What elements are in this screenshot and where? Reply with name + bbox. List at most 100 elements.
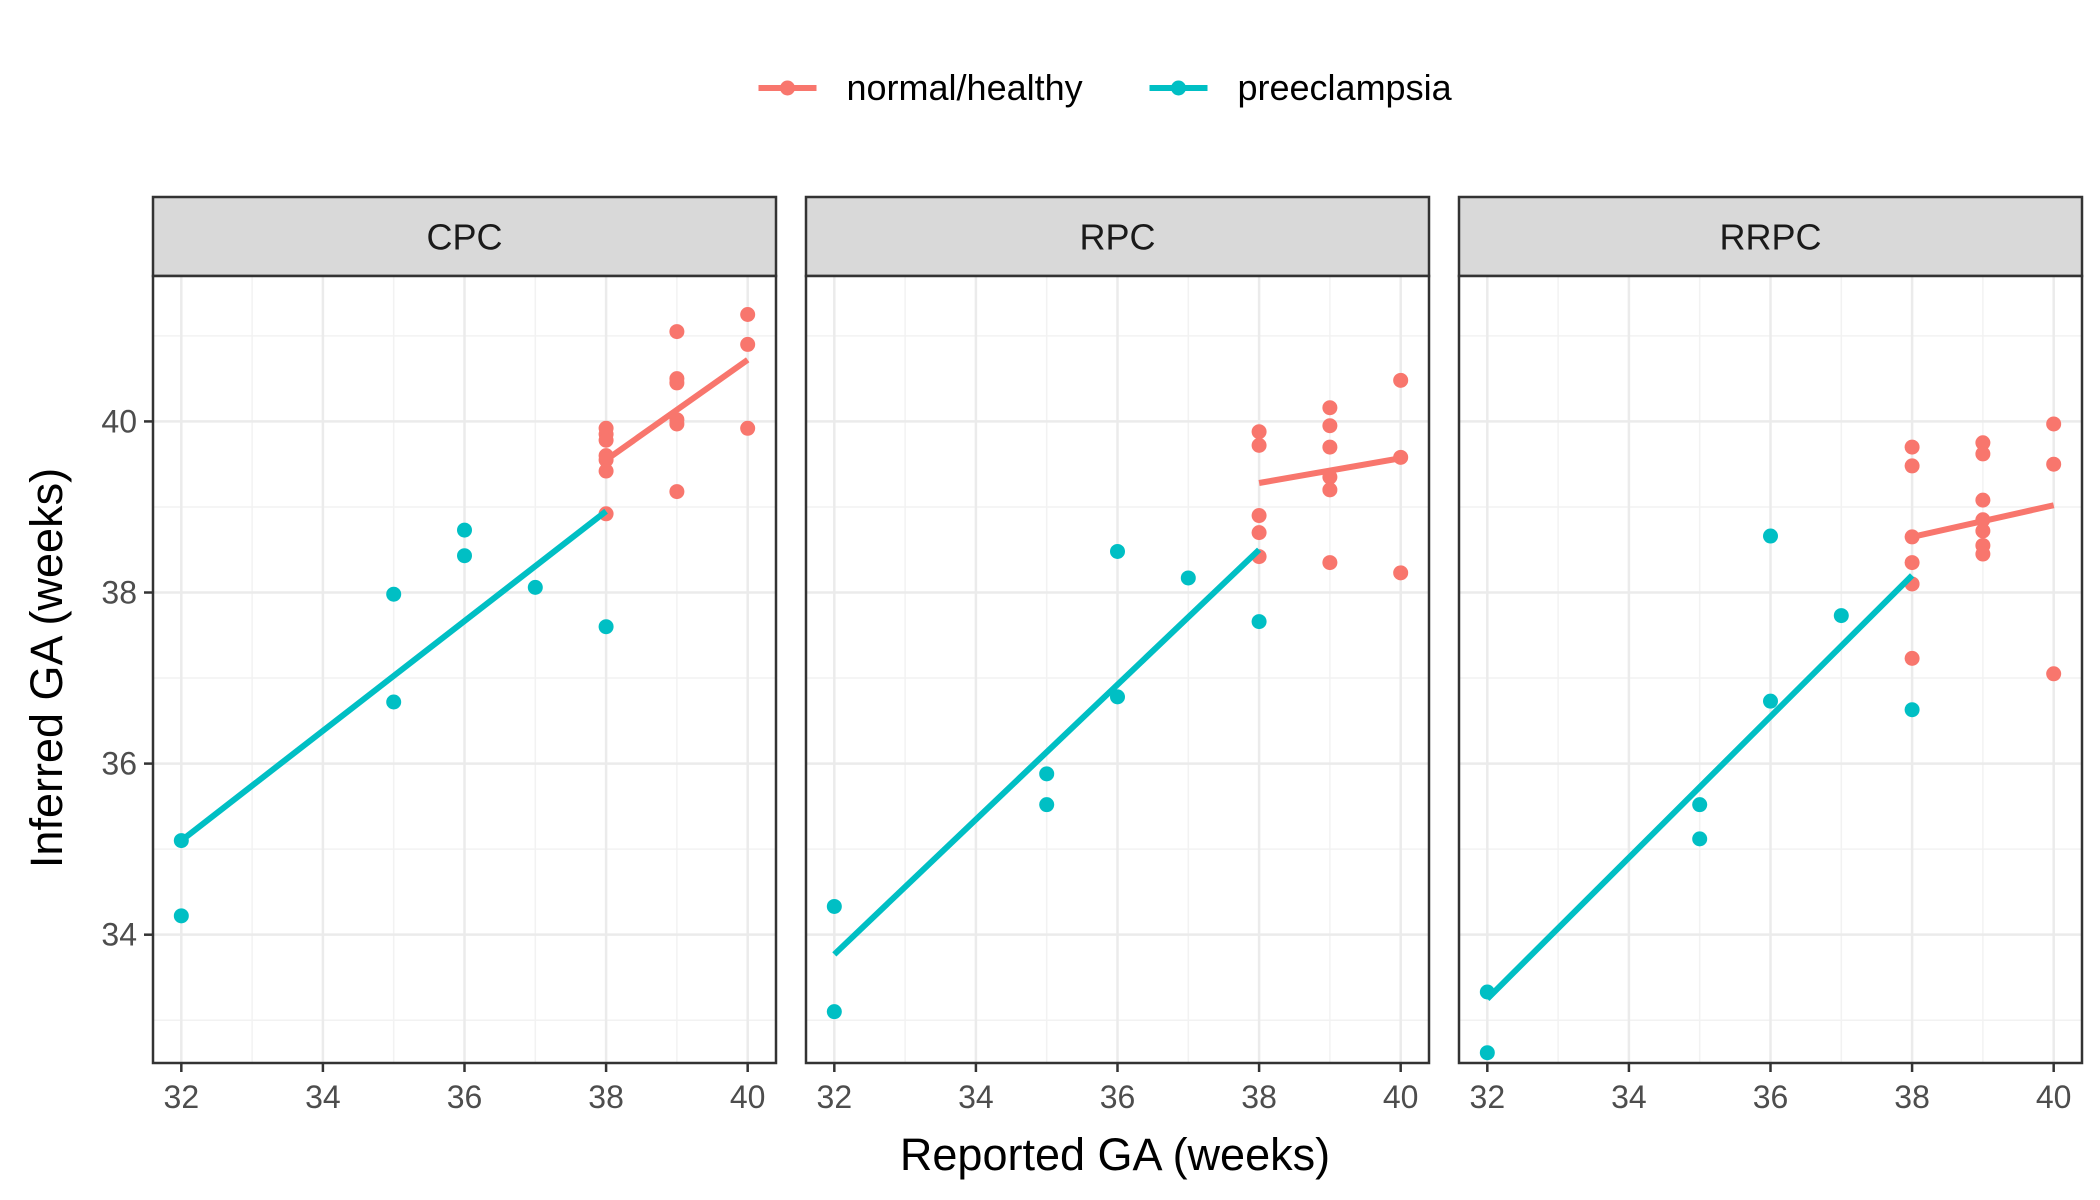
data-point bbox=[386, 586, 402, 602]
legend-item-preeclampsia: preeclampsia bbox=[1149, 67, 1453, 108]
data-point bbox=[826, 898, 842, 914]
panel-strip-label: RPC bbox=[1079, 217, 1155, 258]
data-point bbox=[669, 416, 685, 432]
data-point bbox=[1763, 693, 1778, 709]
data-point bbox=[527, 579, 543, 595]
data-point bbox=[1251, 525, 1267, 541]
panel-strip-label: RRPC bbox=[1719, 217, 1821, 258]
x-tick-label: 40 bbox=[2036, 1079, 2072, 1115]
chart-panels: CPC 32 34 36 38 40 34 36 38 40 RPC 32 34 36 38 40 RRPC 32… bbox=[101, 195, 2084, 1115]
x-tick-label: 40 bbox=[730, 1079, 766, 1115]
data-point bbox=[669, 375, 685, 391]
data-point bbox=[669, 324, 685, 340]
data-point bbox=[173, 908, 189, 924]
data-point bbox=[740, 306, 756, 322]
data-point bbox=[1251, 437, 1267, 453]
data-point bbox=[826, 1004, 842, 1020]
x-tick-label: 32 bbox=[164, 1079, 200, 1115]
y-tick-label: 36 bbox=[101, 746, 137, 782]
x-tick-label: 32 bbox=[817, 1079, 853, 1115]
data-point bbox=[1322, 418, 1338, 434]
data-point bbox=[598, 432, 614, 448]
fit-line bbox=[604, 357, 750, 463]
x-tick-label: 38 bbox=[1241, 1079, 1277, 1115]
series-preeclampsia bbox=[826, 543, 1267, 1020]
fit-line bbox=[179, 508, 608, 843]
y-tick-label: 38 bbox=[101, 575, 137, 611]
data-point bbox=[1110, 543, 1125, 559]
data-point bbox=[1904, 555, 1920, 571]
data-point bbox=[1904, 529, 1920, 545]
series-normal-healthy bbox=[598, 306, 756, 522]
data-point bbox=[1251, 424, 1267, 440]
data-point bbox=[2046, 666, 2062, 682]
x-tick-label: 34 bbox=[1611, 1079, 1647, 1115]
data-point bbox=[1975, 492, 1991, 508]
data-point bbox=[1904, 439, 1920, 455]
legend-key-point bbox=[780, 80, 795, 96]
data-point bbox=[173, 833, 189, 849]
data-point bbox=[2046, 456, 2062, 472]
data-point bbox=[1763, 528, 1778, 544]
series-normal-healthy bbox=[1251, 372, 1409, 581]
legend-key-point bbox=[1171, 80, 1186, 96]
data-point bbox=[2046, 416, 2062, 432]
legend: normal/healthy preeclampsia bbox=[758, 67, 1453, 108]
data-point bbox=[1904, 650, 1920, 666]
panel-rpc: RPC 32 34 36 38 40 bbox=[804, 195, 1431, 1115]
legend-item-normal-healthy: normal/healthy bbox=[758, 67, 1083, 108]
data-point bbox=[1975, 446, 1991, 462]
x-tick-label: 36 bbox=[447, 1079, 483, 1115]
x-tick-label: 38 bbox=[1894, 1079, 1930, 1115]
data-point bbox=[1251, 508, 1267, 524]
series-normal-healthy bbox=[1904, 416, 2062, 682]
panel-strip bbox=[804, 195, 1431, 278]
data-point bbox=[740, 336, 756, 352]
data-point bbox=[598, 463, 614, 479]
data-point bbox=[598, 619, 614, 635]
y-tick-label: 40 bbox=[101, 403, 137, 439]
data-point bbox=[1322, 482, 1338, 498]
data-point bbox=[1479, 1045, 1495, 1061]
x-tick-label: 34 bbox=[305, 1079, 341, 1115]
data-point bbox=[1975, 523, 1991, 539]
panel-strip bbox=[1457, 195, 2084, 278]
data-point bbox=[1975, 512, 1991, 528]
data-point bbox=[1975, 546, 1991, 562]
legend-label: preeclampsia bbox=[1238, 67, 1453, 108]
data-point bbox=[1322, 439, 1338, 455]
data-point bbox=[1692, 831, 1708, 847]
data-point bbox=[1251, 614, 1267, 630]
data-point bbox=[386, 694, 402, 710]
data-point bbox=[1039, 766, 1055, 782]
data-point bbox=[1393, 565, 1409, 581]
series-preeclampsia bbox=[1479, 528, 1920, 1061]
x-axis-title: Reported GA (weeks) bbox=[900, 1129, 1330, 1180]
data-point bbox=[1479, 984, 1495, 1000]
data-point bbox=[1393, 372, 1409, 388]
data-point bbox=[457, 522, 472, 538]
data-point bbox=[1110, 689, 1125, 705]
x-tick-label: 32 bbox=[1470, 1079, 1506, 1115]
data-point bbox=[1692, 797, 1708, 813]
x-tick-label: 36 bbox=[1100, 1079, 1136, 1115]
data-point bbox=[1180, 570, 1196, 586]
fit-line bbox=[832, 547, 1262, 957]
y-axis-title: Inferred GA (weeks) bbox=[21, 468, 72, 868]
data-point bbox=[598, 452, 614, 468]
x-tick-label: 40 bbox=[1383, 1079, 1419, 1115]
data-point bbox=[1322, 400, 1338, 416]
panel-strip-label: CPC bbox=[426, 217, 502, 258]
data-point bbox=[1904, 458, 1920, 474]
x-tick-label: 38 bbox=[588, 1079, 624, 1115]
data-point bbox=[1833, 608, 1849, 624]
data-point bbox=[740, 420, 756, 436]
data-point bbox=[1904, 702, 1920, 718]
x-tick-label: 36 bbox=[1753, 1079, 1789, 1115]
panel-strip bbox=[151, 195, 778, 278]
data-point bbox=[669, 484, 685, 500]
fit-line bbox=[1485, 573, 1915, 1001]
data-point bbox=[457, 548, 472, 564]
data-point bbox=[1975, 435, 1991, 451]
